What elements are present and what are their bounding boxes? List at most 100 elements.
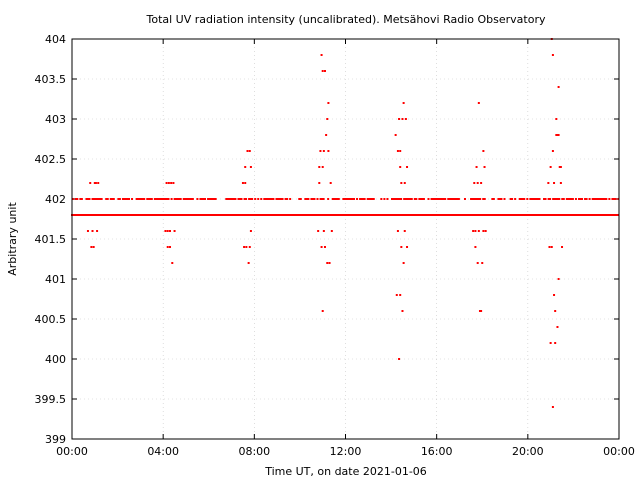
data-point [121, 214, 124, 216]
data-point [93, 198, 96, 200]
data-point [514, 214, 517, 216]
data-point [175, 198, 178, 200]
data-point [498, 214, 501, 216]
data-point [238, 214, 241, 216]
data-point [135, 198, 138, 200]
data-point [306, 214, 309, 216]
data-point [370, 214, 373, 216]
data-point [476, 262, 479, 264]
data-point [435, 214, 438, 216]
data-point [457, 198, 460, 200]
data-point [95, 214, 98, 216]
data-point [531, 214, 534, 216]
data-point [121, 198, 124, 200]
data-point [91, 198, 94, 200]
data-point [558, 214, 561, 216]
data-point [552, 198, 555, 200]
data-point [170, 182, 173, 184]
data-point [164, 230, 167, 232]
data-point [402, 102, 405, 104]
y-tick-label: 403.5 [35, 73, 67, 86]
data-point [273, 214, 276, 216]
data-point [546, 214, 549, 216]
data-point [348, 198, 351, 200]
data-point [105, 214, 108, 216]
data-point [78, 214, 81, 216]
data-point [449, 214, 452, 216]
data-point [491, 198, 494, 200]
data-point [158, 198, 161, 200]
data-point [134, 214, 137, 216]
data-point [336, 198, 339, 200]
data-point [501, 214, 504, 216]
data-point [153, 198, 156, 200]
data-point [394, 214, 397, 216]
data-point [520, 198, 523, 200]
data-point [164, 198, 167, 200]
data-point [191, 214, 194, 216]
data-point [528, 214, 531, 216]
data-point [476, 214, 479, 216]
data-point [603, 214, 606, 216]
data-point [282, 214, 285, 216]
data-point [124, 214, 127, 216]
data-point [122, 214, 125, 216]
data-point [343, 214, 346, 216]
data-point [280, 214, 283, 216]
data-point [318, 182, 321, 184]
data-point [594, 198, 597, 200]
data-point [422, 198, 425, 200]
data-point [414, 214, 417, 216]
data-point [497, 198, 500, 200]
data-point [96, 198, 99, 200]
data-point [215, 214, 218, 216]
data-point [248, 198, 251, 200]
data-point [544, 198, 547, 200]
data-point [356, 214, 359, 216]
data-point [270, 214, 273, 216]
data-point [118, 214, 121, 216]
data-point [362, 214, 365, 216]
data-point [378, 214, 381, 216]
data-point [558, 166, 561, 168]
data-point [534, 214, 537, 216]
data-point [597, 198, 600, 200]
data-point [305, 198, 308, 200]
data-point [603, 198, 606, 200]
data-point [475, 166, 478, 168]
data-point [150, 214, 153, 216]
data-point [352, 198, 355, 200]
data-point [440, 214, 443, 216]
data-point [387, 214, 390, 216]
data-point [81, 214, 84, 216]
data-point [216, 214, 219, 216]
data-point [323, 214, 326, 216]
data-point [248, 246, 251, 248]
data-point [474, 246, 477, 248]
data-point [480, 182, 483, 184]
data-point [323, 70, 326, 72]
x-tick-label: 04:00 [147, 445, 179, 458]
data-point [197, 214, 200, 216]
data-point [472, 230, 475, 232]
data-point [166, 214, 169, 216]
data-point [586, 214, 589, 216]
data-point [298, 198, 301, 200]
data-point [476, 182, 479, 184]
y-tick-label: 399 [45, 433, 66, 446]
data-point [281, 198, 284, 200]
data-point [94, 182, 97, 184]
data-point [372, 198, 375, 200]
data-point [313, 198, 316, 200]
data-points [71, 38, 620, 408]
data-point [553, 198, 556, 200]
data-point [194, 214, 197, 216]
data-point [481, 214, 484, 216]
data-point [212, 214, 215, 216]
data-point [503, 198, 506, 200]
data-point [235, 214, 238, 216]
data-point [230, 214, 233, 216]
data-point [221, 214, 224, 216]
data-point [106, 198, 109, 200]
data-point [283, 214, 286, 216]
